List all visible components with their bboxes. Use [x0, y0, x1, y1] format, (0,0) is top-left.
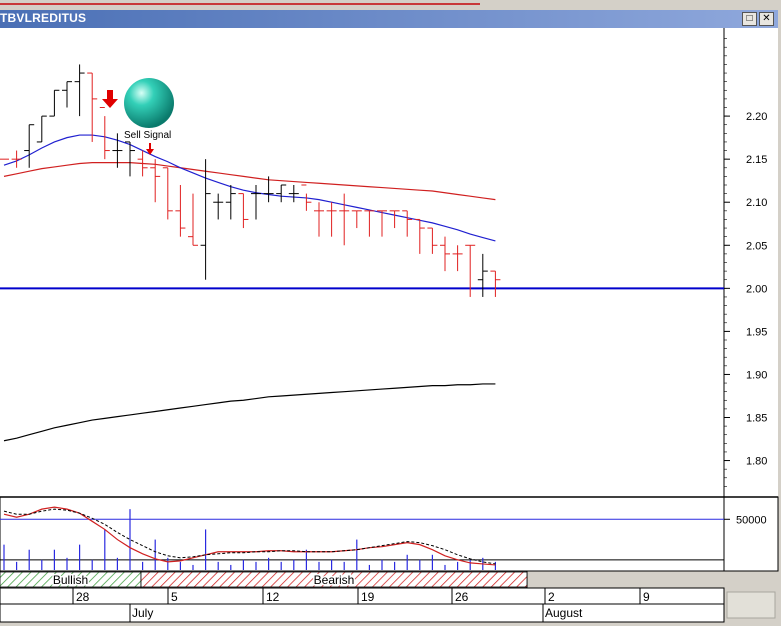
ohlc-bar	[414, 218, 425, 254]
ohlc-bar	[402, 210, 413, 237]
ohlc-bar	[213, 193, 224, 220]
price-tick-label: 2.10	[746, 197, 767, 209]
sell-signal-label: Sell Signal	[124, 130, 171, 141]
price-tick-label: 2.15	[746, 154, 767, 166]
ohlc-bar	[200, 159, 211, 280]
ohlc-bar	[452, 245, 463, 272]
top-strip	[0, 0, 781, 10]
close-button[interactable]: ✕	[759, 12, 774, 26]
price-tick-label: 1.95	[746, 326, 767, 338]
price-tick-label: 2.00	[746, 283, 767, 295]
date-tick-label: 2	[548, 590, 555, 604]
ohlc-bar	[36, 115, 47, 143]
month-label: July	[132, 606, 153, 620]
ohlc-bar	[339, 193, 350, 246]
window-titlebar[interactable]: TBVLREDITUS □ ✕	[0, 10, 778, 28]
ohlc-bar	[389, 210, 400, 229]
ohlc-bar	[49, 89, 60, 117]
ma-slow-line	[3, 162, 496, 201]
signal-ball-icon[interactable]	[124, 78, 174, 128]
ohlc-bar	[238, 193, 249, 229]
ohlc-bar	[276, 184, 287, 203]
date-tick-label: 5	[171, 590, 178, 604]
ohlc-bar	[326, 202, 337, 237]
ohlc-bar	[477, 253, 488, 297]
price-tick-label: 2.20	[746, 111, 767, 123]
ma-fast-line	[3, 134, 496, 242]
ohlc-bar	[288, 185, 299, 203]
signal-band-label: Bearish	[314, 573, 355, 587]
stock-chart: 2.20 2.15 2.10 2.05 2.00 1.95 1.90 1.85 1.80 500…	[0, 28, 779, 623]
signal-band-bearish	[140, 571, 528, 588]
ohlc-bar	[24, 124, 35, 168]
date-tick-label: 9	[643, 590, 650, 604]
restore-button[interactable]: □	[742, 12, 757, 26]
date-tick-label: 26	[455, 590, 469, 604]
ohlc-bar	[364, 210, 375, 237]
ohlc-bar	[175, 185, 186, 237]
ohlc-bar	[440, 236, 450, 272]
ohlc-bar	[427, 227, 438, 254]
indicator-axis-panel	[723, 496, 779, 572]
sell-arrow-large-icon	[102, 90, 118, 108]
ohlc-bar	[125, 141, 135, 177]
indicator-line-dashed	[3, 508, 496, 565]
ohlc-bar	[225, 185, 236, 220]
date-tick-label: 28	[76, 590, 90, 604]
ohlc-bar	[99, 107, 110, 160]
ohlc-bar	[351, 210, 362, 229]
indicator-tick-label: 50000	[736, 514, 767, 526]
indicator-panel	[0, 496, 725, 572]
month-label: August	[545, 606, 583, 620]
ohlc-bar	[465, 244, 476, 297]
ohlc-bar	[377, 210, 387, 237]
ma-long-line	[3, 383, 496, 442]
signal-band-label: Bullish	[53, 573, 88, 587]
indicator-line-red	[3, 506, 496, 566]
ohlc-bar	[62, 81, 72, 108]
ohlc-bar	[112, 133, 123, 168]
sell-arrow-small-icon	[146, 143, 154, 155]
ohlc-bar	[11, 150, 22, 168]
price-tick-label: 2.05	[746, 240, 767, 252]
ohlc-bar	[263, 176, 274, 203]
price-tick-label: 1.90	[746, 369, 767, 381]
price-axis-panel	[724, 28, 778, 497]
price-tick-label: 1.80	[746, 456, 767, 468]
ohlc-bar	[314, 202, 324, 237]
ohlc-bar	[74, 64, 85, 117]
ohlc-bar	[251, 185, 261, 220]
ohlc-bar	[490, 270, 501, 297]
date-tick-label: 19	[361, 590, 375, 604]
date-tick-label: 12	[266, 590, 280, 604]
price-panel	[0, 28, 724, 497]
ohlc-bar	[162, 167, 173, 220]
ohlc-bar	[137, 150, 148, 177]
corner-box	[726, 591, 776, 619]
price-tick-label: 1.85	[746, 413, 767, 425]
date-axis-months	[0, 603, 725, 623]
window-title: TBVLREDITUS	[0, 11, 87, 25]
ohlc-bar	[188, 193, 198, 246]
ohlc-bar	[150, 159, 161, 203]
ohlc-bar	[87, 72, 98, 142]
ohlc-bar	[301, 184, 312, 211]
top-strip-line	[0, 3, 480, 5]
